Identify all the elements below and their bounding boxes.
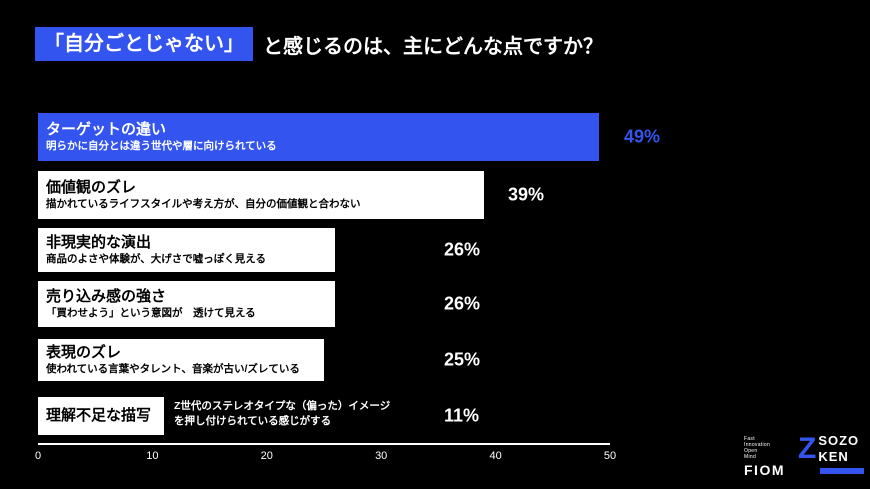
- bar: 非現実的な演出 商品のよさや体験が、大げさで嘘っぽく見える: [38, 228, 336, 272]
- fiom-tagline-line: Innovation: [744, 442, 771, 448]
- bar-sublabel: 明らかに自分とは違う世代や層に向けられている: [46, 140, 277, 153]
- bar-sublabel: Z世代のステレオタイプな（偏った）イメージを押し付けられている感じがする: [174, 400, 391, 428]
- title-highlight: 「自分ごとじゃない」: [35, 27, 253, 61]
- bar-sublabel: 使われている言葉やタレント、音楽が古い/ズレている: [46, 363, 300, 376]
- x-tick: 40: [489, 450, 502, 462]
- value-label: 26%: [444, 293, 481, 314]
- x-tick: 20: [260, 450, 273, 462]
- value-label: 26%: [444, 239, 481, 260]
- bar-label: 価値観のズレ: [46, 178, 137, 196]
- bar-row-stereotype: 理解不足な描写 Z世代のステレオタイプな（偏った）イメージを押し付けられている感…: [38, 397, 610, 435]
- bar-row-target: ターゲットの違い 明らかに自分とは違う世代や層に向けられている 49%: [38, 113, 660, 161]
- bar-sublabel: 商品のよさや体験が、大げさで嘘っぽく見える: [46, 253, 266, 266]
- bar: 表現のズレ 使われている言葉やタレント、音楽が古い/ズレている: [38, 339, 324, 381]
- x-tick: 10: [146, 450, 159, 462]
- bar: ターゲットの違い 明らかに自分とは違う世代や層に向けられている: [38, 113, 599, 161]
- bar-row-expression: 表現のズレ 使われている言葉やタレント、音楽が古い/ズレている 25%: [38, 339, 610, 381]
- value-label: 49%: [624, 126, 661, 147]
- z-logo-icon: Z: [798, 432, 817, 465]
- bar-label: 表現のズレ: [46, 343, 122, 361]
- fiom-tagline: Fast Innovation Open Mind: [744, 436, 785, 460]
- bar-row-values: 価値観のズレ 描かれているライフスタイルや考え方が、自分の価値観と合わない 39…: [38, 171, 610, 219]
- x-tick: 30: [375, 450, 388, 462]
- fiom-tagline-line: Fast: [744, 436, 755, 442]
- bar-sublabel: 「買わせよう」という意図が 透けて見える: [46, 307, 256, 320]
- value-label: 25%: [444, 349, 481, 370]
- value-label: 39%: [508, 184, 545, 205]
- bar-label: 売り込み感の強さ: [46, 287, 167, 305]
- fiom-tagline-line: Open: [744, 448, 758, 454]
- fiom-wordmark: FIOM: [744, 462, 785, 478]
- x-tick: 0: [34, 450, 42, 462]
- sozoken-tagline-bar: [820, 468, 864, 474]
- bar-row-salesy: 売り込み感の強さ 「買わせよう」という意図が 透けて見える 26%: [38, 281, 610, 327]
- sozoken-wordmark: SOZO KEN: [818, 433, 860, 464]
- x-tick: 50: [603, 450, 617, 462]
- bar-label: 非現実的な演出: [46, 233, 152, 251]
- fiom-logo: Fast Innovation Open Mind FIOM: [744, 436, 785, 478]
- bar: 価値観のズレ 描かれているライフスタイルや考え方が、自分の価値観と合わない: [38, 171, 485, 219]
- x-axis-line: [38, 443, 610, 445]
- value-label: 11%: [444, 405, 480, 426]
- bar: 理解不足な描写: [38, 397, 164, 435]
- bar-sublabel: 描かれているライフスタイルや考え方が、自分の価値観と合わない: [46, 198, 361, 211]
- bar-label: 理解不足な描写: [46, 406, 152, 424]
- title-rest: と感じるのは、主にどんな点ですか？: [263, 35, 603, 58]
- bar: 売り込み感の強さ 「買わせよう」という意図が 透けて見える: [38, 281, 336, 327]
- page-title: 「自分ごとじゃない」 と感じるのは、主にどんな点ですか？: [35, 27, 603, 61]
- fiom-tagline-line: Mind: [744, 454, 757, 460]
- bar-chart: ターゲットの違い 明らかに自分とは違う世代や層に向けられている 49% 価値観の…: [34, 113, 660, 473]
- bar-row-unrealistic: 非現実的な演出 商品のよさや体験が、大げさで嘘っぽく見える 26%: [38, 228, 610, 272]
- sozoken-logo: Z SOZO KEN: [798, 433, 859, 465]
- bar-label: ターゲットの違い: [46, 120, 167, 138]
